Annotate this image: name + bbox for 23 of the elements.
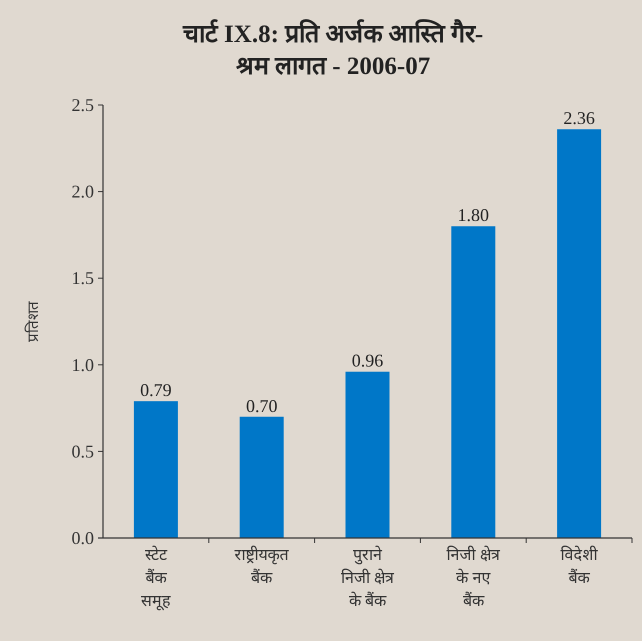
x-tick-label: राष्ट्रीयकृत बैंक (234, 545, 290, 587)
x-tick-label: पुराने निजी क्षेत्र के बैंक (340, 545, 396, 610)
y-tick-label: 0.0 (72, 528, 94, 548)
y-tick-label: 1.0 (72, 354, 94, 375)
data-label: 0.79 (140, 380, 172, 400)
x-tick-label: स्टेट बैंक समूह (140, 545, 171, 611)
y-axis-title: प्रतिशत (24, 301, 42, 342)
data-label: 1.80 (458, 205, 490, 226)
y-tick-label: 1.5 (72, 268, 94, 288)
x-tick-label: विदेशी बैंक (560, 545, 599, 587)
bar (451, 226, 496, 538)
bar (346, 372, 390, 538)
bar (134, 401, 178, 538)
data-label: 2.36 (563, 108, 595, 128)
data-label: 0.70 (246, 396, 278, 416)
y-tick-label: 2.5 (72, 95, 94, 115)
x-tick-label: निजी क्षेत्र के नए बैंक (446, 545, 502, 610)
bar (557, 129, 602, 538)
chart-title: चार्ट IX.8: प्रति अर्जक आस्ति गैर- श्रम लागत - 2006-07 (182, 19, 484, 80)
bar (240, 416, 284, 538)
y-tick-label: 2.0 (72, 182, 94, 202)
y-tick-label: 0.5 (72, 441, 94, 462)
data-label: 0.96 (352, 350, 384, 371)
